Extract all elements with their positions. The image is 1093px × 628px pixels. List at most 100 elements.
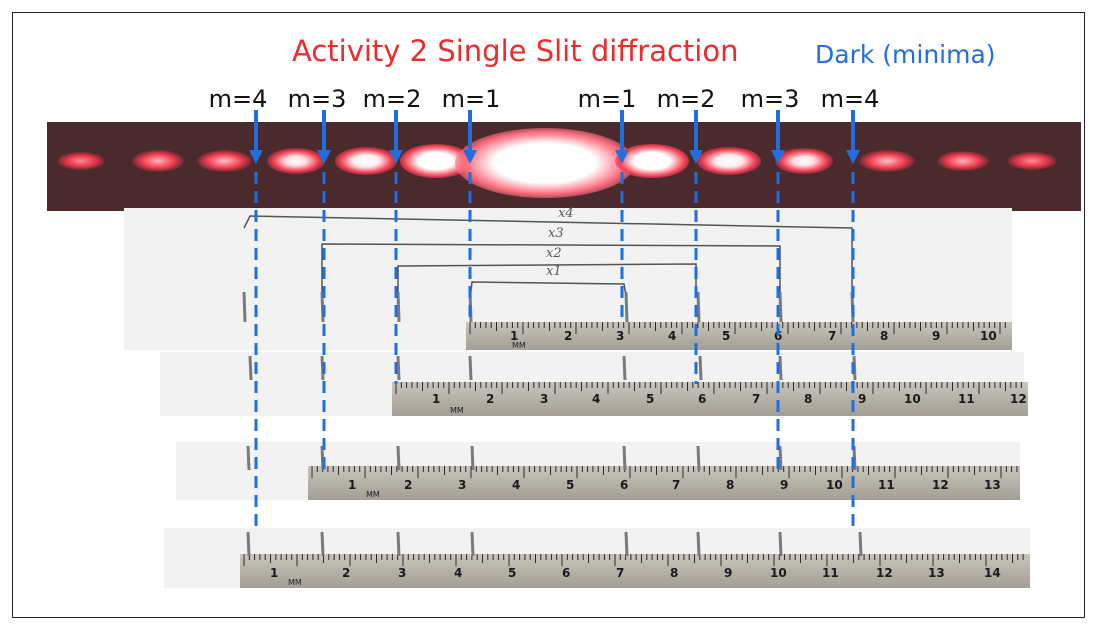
ruler-number: 2 — [404, 478, 413, 492]
minima-arrow-head — [615, 150, 629, 164]
ruler-number: 9 — [724, 566, 733, 580]
ruler-number: 4 — [512, 478, 521, 492]
pencil-mark — [468, 355, 473, 381]
ruler-number: 2 — [564, 329, 573, 343]
bracket-label-x4: x4 — [558, 206, 574, 221]
ruler-number: 7 — [616, 566, 625, 580]
pencil-mark — [778, 445, 783, 471]
order-label-left-m3: m=3 — [287, 85, 347, 113]
pencil-marks — [242, 291, 863, 557]
laser-spot — [937, 151, 989, 171]
bracket-x1 — [469, 281, 627, 301]
ruler-number: 10 — [980, 329, 997, 343]
pencil-mark — [470, 445, 475, 471]
ruler-number: 10 — [826, 478, 843, 492]
order-label-left-m2: m=2 — [362, 85, 422, 113]
ruler-number: 12 — [932, 478, 949, 492]
laser-spot — [197, 150, 252, 172]
ruler-number: 4 — [668, 329, 677, 343]
minima-arrow-head — [317, 150, 331, 164]
ruler-number: 6 — [562, 566, 571, 580]
laser-central-maximum — [455, 128, 635, 198]
ruler-number: 7 — [672, 478, 681, 492]
pencil-mark — [396, 531, 401, 557]
pencil-mark — [858, 531, 863, 557]
ruler-number: 5 — [566, 478, 575, 492]
ruler-unit-label: MM — [450, 406, 464, 415]
pencil-mark — [622, 355, 627, 381]
pencil-mark — [470, 531, 475, 557]
pencil-mark — [396, 355, 401, 381]
diagram-title: Activity 2 Single Slit diffraction — [292, 34, 739, 68]
laser-spot — [335, 147, 397, 175]
ruler-number: 5 — [722, 329, 731, 343]
pencil-mark — [246, 445, 251, 471]
ruler-unit-label: MM — [366, 490, 380, 499]
order-label-left-m4: m=4 — [208, 85, 268, 113]
ruler-number: 3 — [616, 329, 625, 343]
pencil-mark — [320, 531, 325, 557]
ruler-number: 1 — [432, 392, 441, 406]
ruler-number: 14 — [984, 566, 1001, 580]
ruler-number: 3 — [398, 566, 407, 580]
pencil-mark — [624, 531, 629, 557]
pencil-mark — [396, 291, 401, 323]
ruler-number: 10 — [770, 566, 787, 580]
pencil-mark — [696, 531, 701, 557]
pencil-mark — [778, 291, 783, 323]
ruler-number: 6 — [698, 392, 707, 406]
ruler-number: 1 — [270, 566, 279, 580]
ruler-number: 8 — [804, 392, 813, 406]
bracket-label-x3: x3 — [548, 226, 564, 241]
laser-spot — [615, 144, 689, 178]
bracket-label-x2: x2 — [546, 246, 562, 261]
ruler-number: 9 — [858, 392, 867, 406]
ruler-number: 5 — [646, 392, 655, 406]
pencil-mark — [624, 291, 629, 323]
ruler-number: 3 — [458, 478, 467, 492]
laser-spot — [57, 152, 105, 170]
laser-spot — [775, 148, 833, 174]
ruler-number: 4 — [454, 566, 463, 580]
laser-spot — [132, 150, 184, 172]
ruler-number: 8 — [670, 566, 679, 580]
ruler-number: 1 — [510, 329, 519, 343]
ruler-number: 6 — [620, 478, 629, 492]
order-label-right-m2: m=2 — [656, 85, 716, 113]
ruler-unit-label: MM — [288, 578, 302, 587]
ruler-3: MM 1 2 3 4 5 6 7 8 9 10 11 12 13 — [308, 466, 1020, 500]
minima-arrow-head — [463, 150, 477, 164]
ruler-number: 12 — [1010, 392, 1027, 406]
pencil-mark — [696, 445, 701, 471]
laser-spot — [859, 150, 915, 172]
ruler-number: 1 — [348, 478, 357, 492]
minima-arrow-head — [846, 150, 860, 164]
pencil-mark — [698, 355, 703, 381]
ruler-2: MM 1 2 3 4 5 6 7 8 9 10 11 12 — [392, 382, 1028, 416]
pencil-mark — [778, 355, 783, 381]
ruler-number: 11 — [822, 566, 839, 580]
ruler-number: 8 — [726, 478, 735, 492]
order-label-right-m3: m=3 — [740, 85, 800, 113]
dashed-guide-lines — [254, 172, 855, 528]
minima-arrow-head — [249, 150, 263, 164]
order-label-right-m4: m=4 — [820, 85, 880, 113]
bracket-x3 — [321, 243, 781, 298]
ruler-number: 3 — [540, 392, 549, 406]
laser-spot — [1007, 152, 1057, 170]
ruler-number: 13 — [928, 566, 945, 580]
minima-arrow-head — [771, 150, 785, 164]
ruler-number: 9 — [932, 329, 941, 343]
pencil-brackets — [243, 215, 853, 301]
pencil-mark — [696, 291, 701, 323]
minima-arrow-head — [689, 150, 703, 164]
bracket-x4 — [243, 215, 853, 300]
minima-arrow-head — [389, 150, 403, 164]
pencil-mark — [622, 445, 627, 471]
pencil-mark — [246, 531, 251, 557]
ruler-unit-label: MM — [512, 341, 526, 350]
ruler-number: 7 — [752, 392, 761, 406]
bracket-x2 — [397, 263, 697, 298]
ruler-1: MM 1 2 3 4 5 6 7 8 9 10 — [466, 322, 1012, 350]
pencil-mark — [778, 531, 783, 557]
